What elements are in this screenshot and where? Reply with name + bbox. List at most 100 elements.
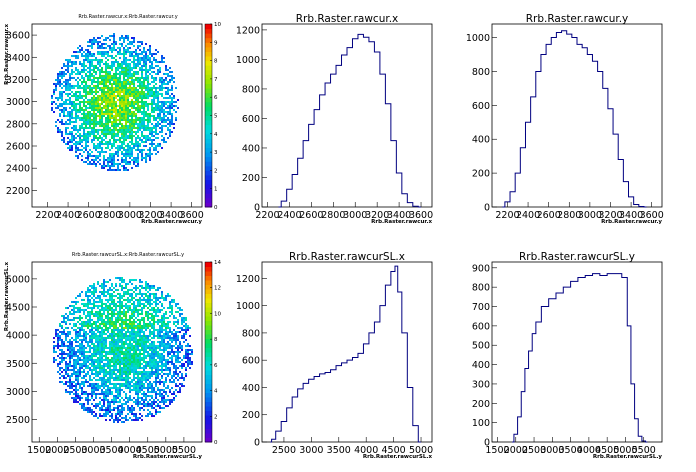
heatmap-cell xyxy=(95,113,97,115)
y-tick-label: 800 xyxy=(242,84,260,95)
heatmap-cell xyxy=(127,163,129,165)
heatmap-cell xyxy=(103,283,105,285)
heatmap-cell xyxy=(145,361,147,363)
heatmap-cell xyxy=(129,317,131,319)
heatmap-cell xyxy=(87,67,89,69)
heatmap-cell xyxy=(145,381,147,383)
heatmap-cell xyxy=(117,87,119,89)
heatmap-cell xyxy=(119,103,121,105)
heatmap-cell xyxy=(135,345,137,347)
heatmap-cell xyxy=(115,355,117,357)
heatmap-cell xyxy=(79,327,81,329)
heatmap-cell xyxy=(105,337,107,339)
heatmap-cell xyxy=(129,133,131,135)
heatmap-cell xyxy=(143,137,145,139)
heatmap-cell xyxy=(53,93,55,95)
heatmap-cell xyxy=(155,379,157,381)
heatmap-cell xyxy=(137,373,139,375)
heatmap-cell xyxy=(77,109,79,111)
heatmap-cell xyxy=(163,397,165,399)
heatmap-cell xyxy=(81,353,83,355)
heatmap-cell xyxy=(111,109,113,111)
heatmap-cell xyxy=(125,135,127,137)
heatmap-cell xyxy=(139,353,141,355)
heatmap-cell xyxy=(167,347,169,349)
heatmap-cell xyxy=(121,397,123,399)
heatmap-cell xyxy=(71,117,73,119)
heatmap-cell xyxy=(163,323,165,325)
heatmap-cell xyxy=(149,149,151,151)
heatmap-cell xyxy=(103,325,105,327)
heatmap-cell xyxy=(69,383,71,385)
heatmap-cell xyxy=(113,379,115,381)
heatmap-cell xyxy=(89,125,91,127)
heatmap-cell xyxy=(85,145,87,147)
heatmap-cell xyxy=(149,115,151,117)
heatmap-cell xyxy=(137,343,139,345)
heatmap-cell xyxy=(111,85,113,87)
heatmap-cell xyxy=(107,73,109,75)
heatmap-cell xyxy=(143,55,145,57)
colorbar-segment xyxy=(205,193,212,199)
heatmap-cell xyxy=(81,407,83,409)
heatmap-cell xyxy=(87,385,89,387)
heatmap-cell xyxy=(99,343,101,345)
heatmap-cell xyxy=(113,129,115,131)
heatmap-cell xyxy=(123,133,125,135)
heatmap-cell xyxy=(87,131,89,133)
heatmap-cell xyxy=(133,111,135,113)
heatmap-cell xyxy=(119,91,121,93)
heatmap-cell xyxy=(155,315,157,317)
heatmap-cell xyxy=(169,101,171,103)
heatmap-cell xyxy=(153,85,155,87)
heatmap-cell xyxy=(159,93,161,95)
heatmap-cell xyxy=(75,133,77,135)
heatmap-cell xyxy=(93,91,95,93)
heatmap-cell xyxy=(133,355,135,357)
heatmap-cell xyxy=(125,163,127,165)
heatmap-cell xyxy=(167,295,169,297)
heatmap-cell xyxy=(131,381,133,383)
heatmap-cell xyxy=(181,319,183,321)
heatmap-cell xyxy=(103,383,105,385)
heatmap-cell xyxy=(103,365,105,367)
heatmap-cell xyxy=(115,77,117,79)
heatmap-cell xyxy=(153,341,155,343)
heatmap-cell xyxy=(121,115,123,117)
heatmap-cell xyxy=(81,405,83,407)
heatmap-cell xyxy=(117,93,119,95)
heatmap-cell xyxy=(151,313,153,315)
heatmap-cell xyxy=(119,377,121,379)
heatmap-cell xyxy=(165,297,167,299)
heatmap-cell xyxy=(169,339,171,341)
heatmap-cell xyxy=(107,401,109,403)
heatmap-cell xyxy=(87,55,89,57)
heatmap-cell xyxy=(97,345,99,347)
heatmap-cell xyxy=(139,83,141,85)
heatmap-cell xyxy=(71,387,73,389)
heatmap-cell xyxy=(151,81,153,83)
heatmap-cell xyxy=(119,51,121,53)
heatmap-cell xyxy=(157,73,159,75)
heatmap-cell xyxy=(101,103,103,105)
heatmap-cell xyxy=(81,365,83,367)
heatmap-cell xyxy=(87,397,89,399)
heatmap-cell xyxy=(121,131,123,133)
heatmap-cell xyxy=(191,351,193,353)
y-tick-label: 1000 xyxy=(466,33,490,44)
heatmap-cell xyxy=(57,129,59,131)
heatmap-cell xyxy=(155,97,157,99)
heatmap-cell xyxy=(161,293,163,295)
heatmap-cell xyxy=(173,375,175,377)
heatmap-cell xyxy=(103,51,105,53)
heatmap-cell xyxy=(85,75,87,77)
heatmap-cell xyxy=(95,65,97,67)
heatmap-cell xyxy=(165,73,167,75)
heatmap-cell xyxy=(177,107,179,109)
heatmap-cell xyxy=(85,119,87,121)
heatmap-cell xyxy=(137,149,139,151)
heatmap-cell xyxy=(79,387,81,389)
heatmap-cell xyxy=(115,307,117,309)
heatmap-cell xyxy=(143,69,145,71)
heatmap-cell xyxy=(121,111,123,113)
